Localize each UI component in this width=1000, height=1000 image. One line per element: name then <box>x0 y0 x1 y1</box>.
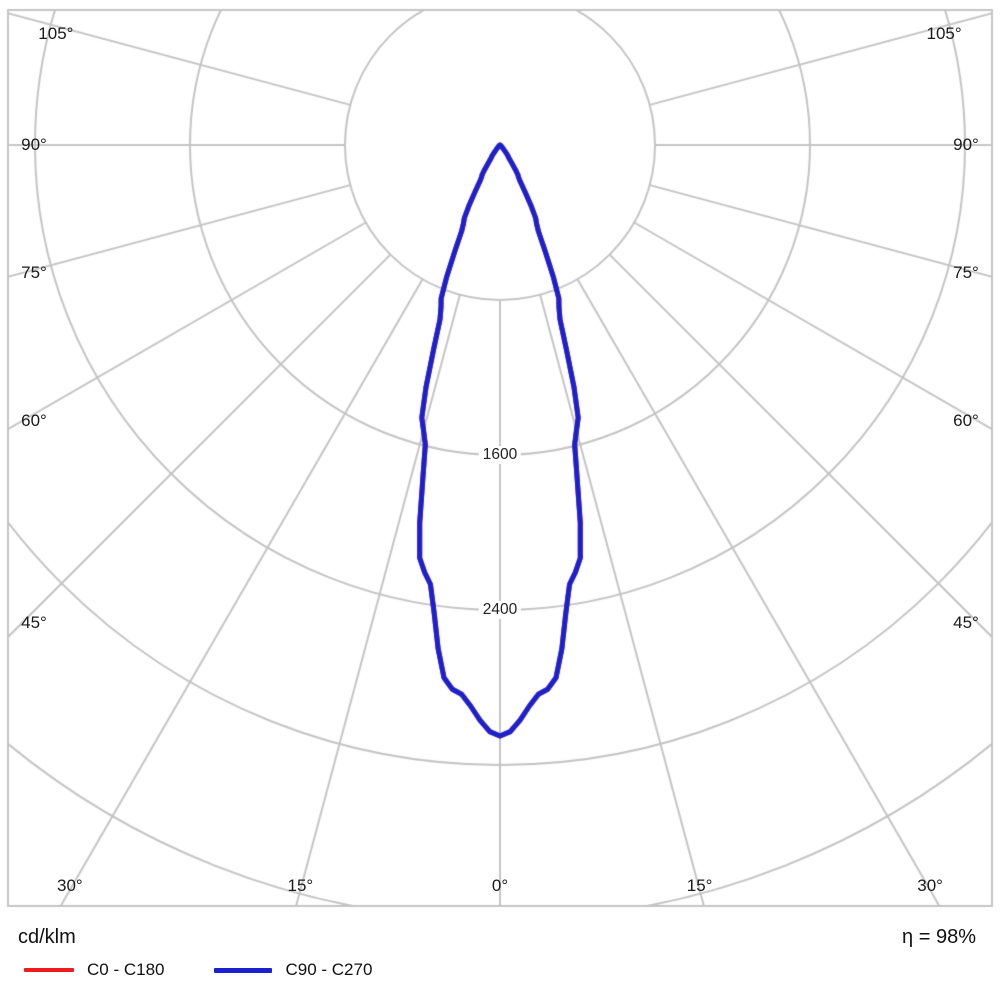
legend: C0 - C180 C90 - C270 <box>24 960 372 980</box>
unit-label: cd/klm <box>18 926 76 948</box>
legend-label-c90-c270: C90 - C270 <box>285 960 373 979</box>
legend-item-c0-c180: C0 - C180 <box>24 960 164 980</box>
legend-item-c90-c270: C90 - C270 <box>214 960 372 980</box>
polar-chart-canvas <box>0 0 1000 912</box>
efficiency-label: η = 98% <box>902 926 976 948</box>
legend-swatch-c0-c180 <box>24 968 74 972</box>
legend-label-c0-c180: C0 - C180 <box>87 960 165 979</box>
legend-swatch-c90-c270 <box>214 967 273 973</box>
